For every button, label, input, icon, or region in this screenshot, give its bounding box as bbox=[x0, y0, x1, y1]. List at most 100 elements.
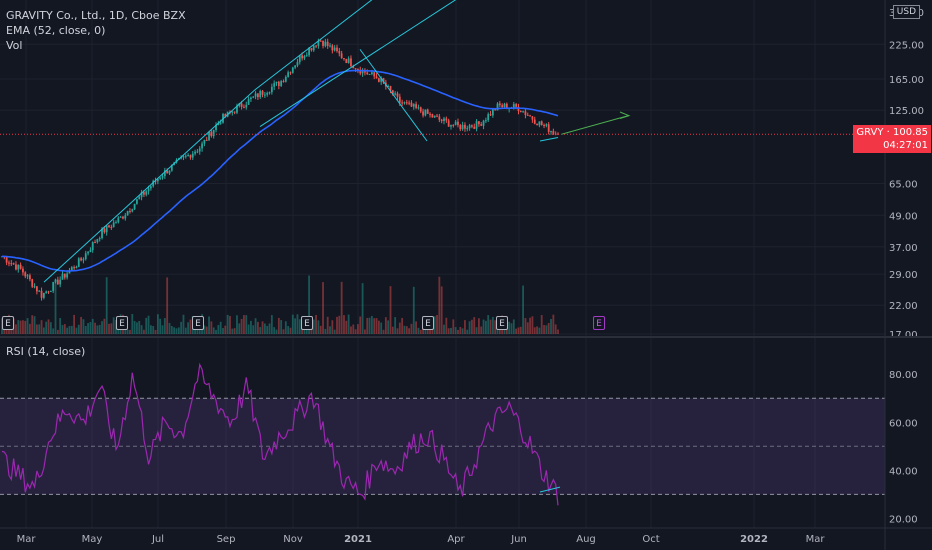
volume-legend[interactable]: Vol bbox=[6, 39, 23, 52]
volume-bar bbox=[138, 320, 141, 334]
price-axis-label: 37.00 bbox=[889, 243, 918, 254]
volume-bar bbox=[447, 328, 450, 334]
candle-body bbox=[382, 78, 385, 83]
volume-bar bbox=[82, 319, 85, 334]
candle-body bbox=[475, 121, 478, 129]
candle-body bbox=[33, 286, 36, 288]
volume-bar bbox=[540, 315, 543, 334]
volume-bar bbox=[484, 320, 487, 334]
candle-body bbox=[350, 58, 352, 67]
volume-bar bbox=[473, 317, 476, 334]
candle-body bbox=[263, 94, 266, 96]
volume-bar bbox=[91, 318, 94, 334]
candle-body bbox=[156, 178, 159, 182]
volume-bar bbox=[543, 325, 545, 334]
candle-body bbox=[280, 81, 283, 86]
volume-bar bbox=[131, 314, 134, 334]
volume-bar bbox=[105, 277, 108, 334]
volume-bar bbox=[482, 319, 485, 334]
volume-bar bbox=[177, 327, 180, 334]
channel-line-parallel bbox=[259, 0, 457, 128]
candle-body bbox=[370, 72, 373, 74]
volume-bar bbox=[322, 282, 324, 334]
volume-bar bbox=[212, 327, 215, 334]
volume-bar bbox=[35, 324, 38, 334]
candle-body bbox=[431, 114, 434, 118]
volume-bar bbox=[454, 327, 457, 334]
candle-body bbox=[94, 242, 96, 244]
candle-body bbox=[42, 292, 45, 298]
volume-bar bbox=[303, 326, 306, 334]
candle-body bbox=[203, 139, 206, 144]
grid-lines bbox=[0, 0, 885, 528]
volume-bar bbox=[15, 324, 17, 334]
volume-bar bbox=[357, 324, 359, 334]
candle-body bbox=[245, 104, 248, 108]
rsi-legend[interactable]: RSI (14, close) bbox=[6, 345, 86, 358]
candle-body bbox=[468, 125, 471, 129]
volume-bar bbox=[133, 320, 136, 334]
candle-body bbox=[59, 279, 62, 285]
volume-bar bbox=[250, 320, 252, 334]
volume-bar bbox=[277, 317, 280, 334]
candle-body bbox=[505, 103, 508, 110]
candle-body bbox=[119, 216, 122, 218]
earnings-marker[interactable]: E bbox=[116, 316, 128, 330]
candle-body bbox=[538, 121, 541, 126]
volume-bar bbox=[19, 320, 22, 334]
volume-bar bbox=[156, 314, 159, 334]
candle-body bbox=[45, 291, 48, 293]
candle-body bbox=[347, 58, 350, 64]
candle-body bbox=[501, 105, 504, 107]
earnings-marker[interactable]: E bbox=[496, 316, 508, 330]
candle-body bbox=[482, 120, 485, 126]
candle-body bbox=[143, 192, 145, 195]
volume-bar bbox=[531, 316, 534, 334]
volume-bar bbox=[352, 324, 355, 334]
time-axis-label: Mar bbox=[17, 534, 37, 545]
candle-body bbox=[359, 69, 362, 74]
earnings-marker[interactable]: E bbox=[192, 316, 204, 330]
candle-body bbox=[473, 126, 476, 129]
candle-body bbox=[440, 119, 443, 121]
trend-drawings[interactable] bbox=[0, 0, 885, 283]
volume-bar bbox=[22, 320, 24, 334]
volume-bar bbox=[298, 319, 301, 334]
volume-bar bbox=[519, 326, 522, 334]
earnings-marker[interactable]: E bbox=[301, 316, 313, 330]
candle-body bbox=[543, 124, 545, 126]
candle-body bbox=[117, 217, 120, 223]
volume-bar bbox=[98, 324, 101, 334]
candle-body bbox=[219, 122, 222, 124]
candle-body bbox=[68, 270, 71, 274]
candle-body bbox=[63, 273, 66, 278]
candle-body bbox=[73, 267, 76, 269]
candle-body bbox=[429, 113, 431, 115]
candle-body bbox=[84, 253, 87, 259]
candle-body bbox=[270, 86, 273, 93]
candle-body bbox=[215, 124, 217, 130]
candle-body bbox=[375, 76, 378, 79]
volume-bar bbox=[282, 329, 285, 334]
currency-label[interactable]: USD bbox=[892, 5, 920, 19]
candle-body bbox=[494, 109, 497, 111]
earnings-marker-upcoming[interactable]: E bbox=[593, 316, 605, 330]
volume-bar bbox=[366, 317, 369, 334]
volume-bar bbox=[405, 326, 408, 334]
volume-bar bbox=[166, 277, 169, 334]
channel-line-lower bbox=[43, 89, 256, 283]
ema-legend[interactable]: EMA (52, close, 0) bbox=[6, 24, 106, 37]
volume-bar bbox=[512, 319, 515, 334]
earnings-marker[interactable]: E bbox=[2, 316, 14, 330]
candle-body bbox=[98, 238, 101, 240]
volume-bar bbox=[77, 324, 80, 334]
symbol-legend[interactable]: GRAVITY Co., Ltd., 1D, Cboe BZX bbox=[6, 9, 186, 22]
candle-body bbox=[545, 124, 548, 126]
volume-bar bbox=[461, 328, 464, 334]
candle-body bbox=[80, 258, 82, 261]
price-axis-label: 165.00 bbox=[889, 75, 924, 86]
volume-bar bbox=[273, 327, 276, 334]
volume-bar bbox=[545, 325, 548, 334]
earnings-marker[interactable]: E bbox=[422, 316, 434, 330]
